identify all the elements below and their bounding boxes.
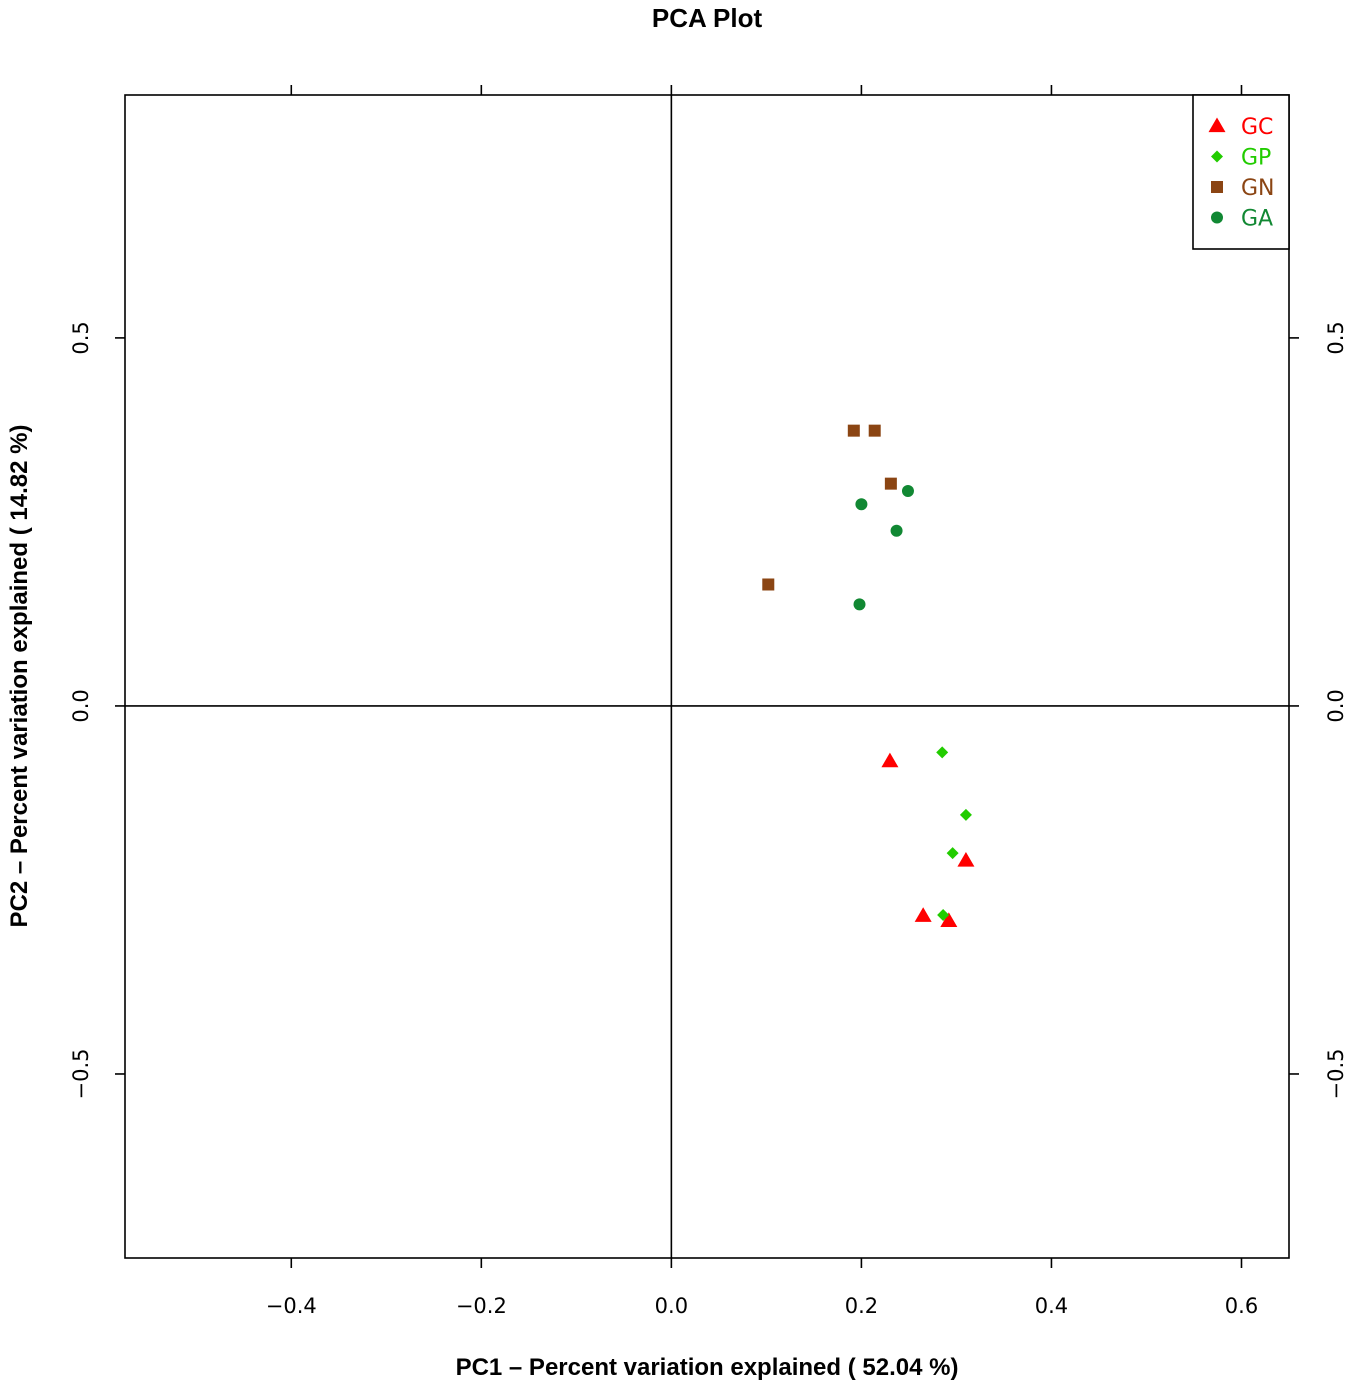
y-tick-label-right: 0.5 — [1324, 321, 1348, 354]
legend-gp-diamond-icon — [1211, 150, 1223, 163]
x-tick-label: 0.4 — [1035, 1294, 1068, 1318]
series-gp — [936, 746, 972, 921]
chart-title: PCA Plot — [652, 3, 763, 33]
gc-point — [914, 907, 932, 922]
ga-point — [853, 598, 866, 611]
plot-frame — [124, 94, 1290, 1259]
gc-point — [940, 912, 958, 927]
y-tick-label-left: 0.5 — [69, 321, 93, 354]
legend-label-gc: GC — [1241, 115, 1273, 140]
x-tick-label: 0.2 — [845, 1294, 878, 1318]
legend-box — [1192, 94, 1290, 250]
gc-point — [881, 752, 899, 768]
series-gn — [762, 424, 897, 591]
axis-ticks: −0.4 −0.2 0.0 0.2 0.4 0.6 0.5 0.5 0.0 0.0 −0.5 −0.5 — [69, 85, 1348, 1318]
ga-point — [855, 498, 868, 511]
y-tick-label-right: 0.0 — [1324, 689, 1348, 722]
x-tick-label: 0.0 — [655, 1294, 688, 1318]
legend-label-ga: GA — [1241, 207, 1273, 232]
gp-point — [936, 746, 949, 759]
y-tick-label-right: −0.5 — [1324, 1048, 1348, 1099]
legend: GC GP GN GA — [1192, 94, 1290, 250]
x-tick-label: −0.4 — [266, 1294, 317, 1318]
gn-point — [847, 424, 860, 437]
x-tick-label: −0.2 — [456, 1294, 507, 1318]
data-points — [762, 424, 975, 927]
gp-point — [959, 808, 972, 821]
y-tick-label-left: 0.0 — [69, 689, 93, 722]
y-axis-label: PC2 – Percent variation explained ( 14.8… — [6, 425, 33, 928]
x-axis-label: PC1 – Percent variation explained ( 52.0… — [456, 1354, 959, 1381]
gc-point — [957, 852, 975, 867]
ga-point — [901, 485, 914, 498]
legend-label-gp: GP — [1241, 146, 1271, 171]
gp-point — [946, 847, 959, 860]
legend-gn-square-icon — [1211, 181, 1223, 193]
gn-point — [884, 477, 897, 490]
legend-gc-triangle-icon — [1208, 117, 1226, 133]
series-ga — [853, 485, 914, 611]
gn-point — [762, 578, 775, 591]
gn-point — [868, 424, 881, 437]
series-gc — [881, 752, 975, 927]
reference-lines — [125, 95, 1289, 1258]
legend-ga-circle-icon — [1211, 211, 1223, 224]
gp-point — [937, 908, 950, 921]
ga-point — [890, 524, 903, 537]
x-tick-label: 0.6 — [1225, 1294, 1258, 1318]
legend-label-gn: GN — [1241, 176, 1275, 201]
y-tick-label-left: −0.5 — [69, 1048, 93, 1099]
